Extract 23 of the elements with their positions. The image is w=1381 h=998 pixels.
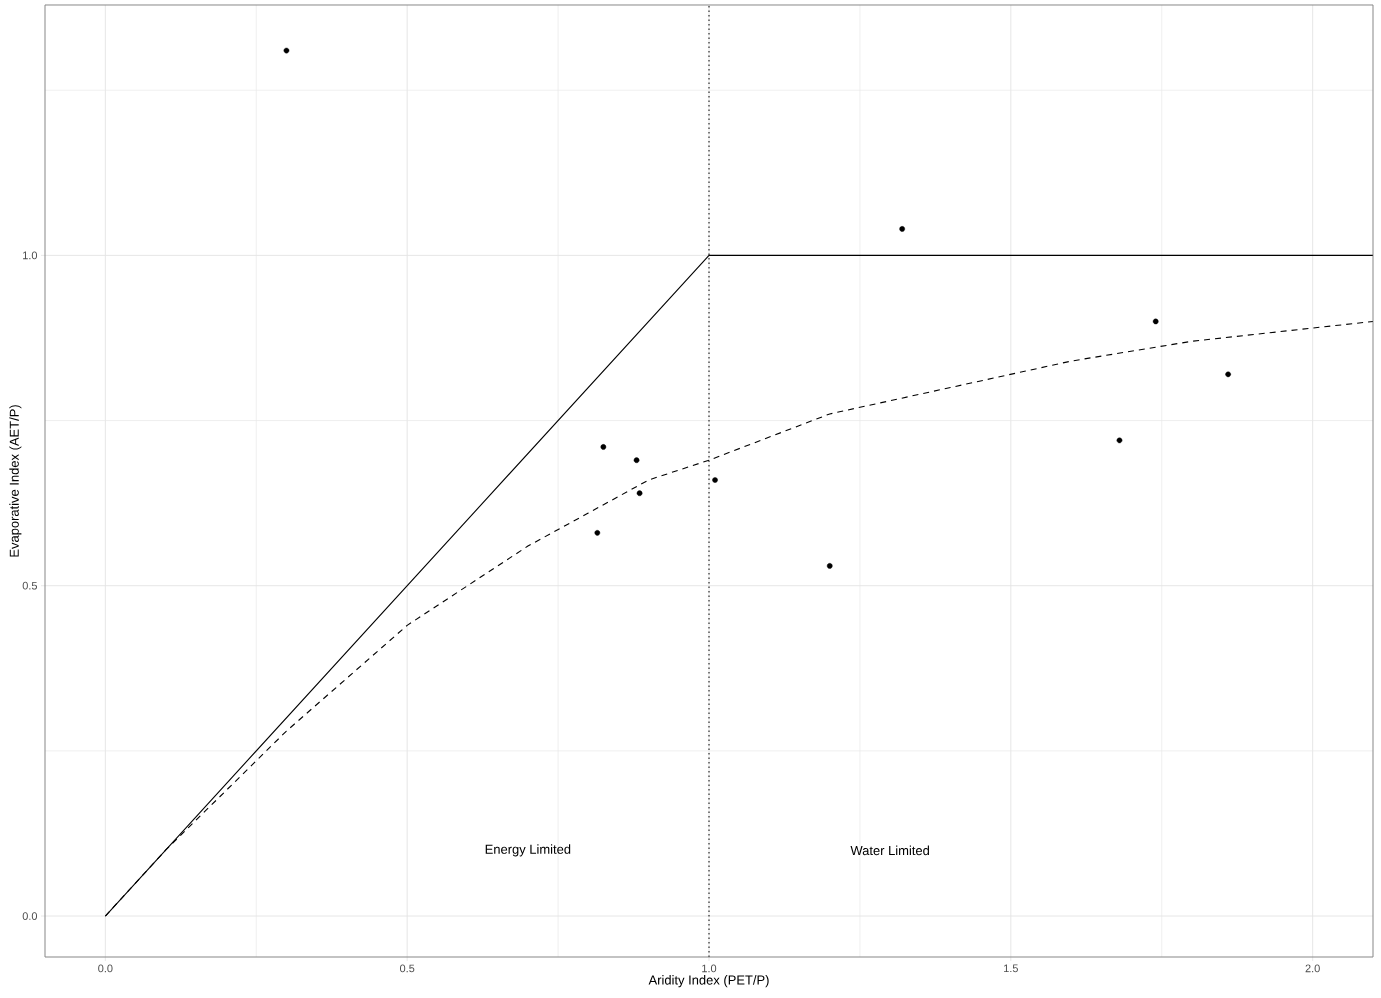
y-tick-label: 0.5 [22, 581, 38, 590]
x-tick-label: 1.0 [702, 964, 717, 973]
point [636, 490, 643, 497]
y-axis-title: Evaporative Index (AET/P) [9, 405, 22, 557]
point [633, 457, 640, 463]
x-tick-label: 0.5 [399, 964, 415, 973]
x-tick-label: 0.0 [98, 964, 113, 973]
annotation: Water Limited [850, 845, 929, 856]
point [600, 444, 607, 450]
point [283, 47, 290, 54]
point [1225, 371, 1231, 378]
y-tick-label: 1.0 [23, 251, 38, 260]
point [899, 226, 905, 232]
point [1116, 437, 1123, 444]
point [712, 477, 718, 483]
x-axis-title: Aridity Index (PET/P) [648, 975, 769, 988]
point [826, 563, 833, 569]
point [594, 530, 601, 536]
x-tick-label: 2.0 [1305, 964, 1320, 973]
annotation: Energy Limited [485, 844, 571, 857]
x-tick-label: 1.5 [1004, 964, 1018, 973]
y-tick-label: 0.0 [22, 912, 38, 920]
point [1152, 318, 1159, 325]
